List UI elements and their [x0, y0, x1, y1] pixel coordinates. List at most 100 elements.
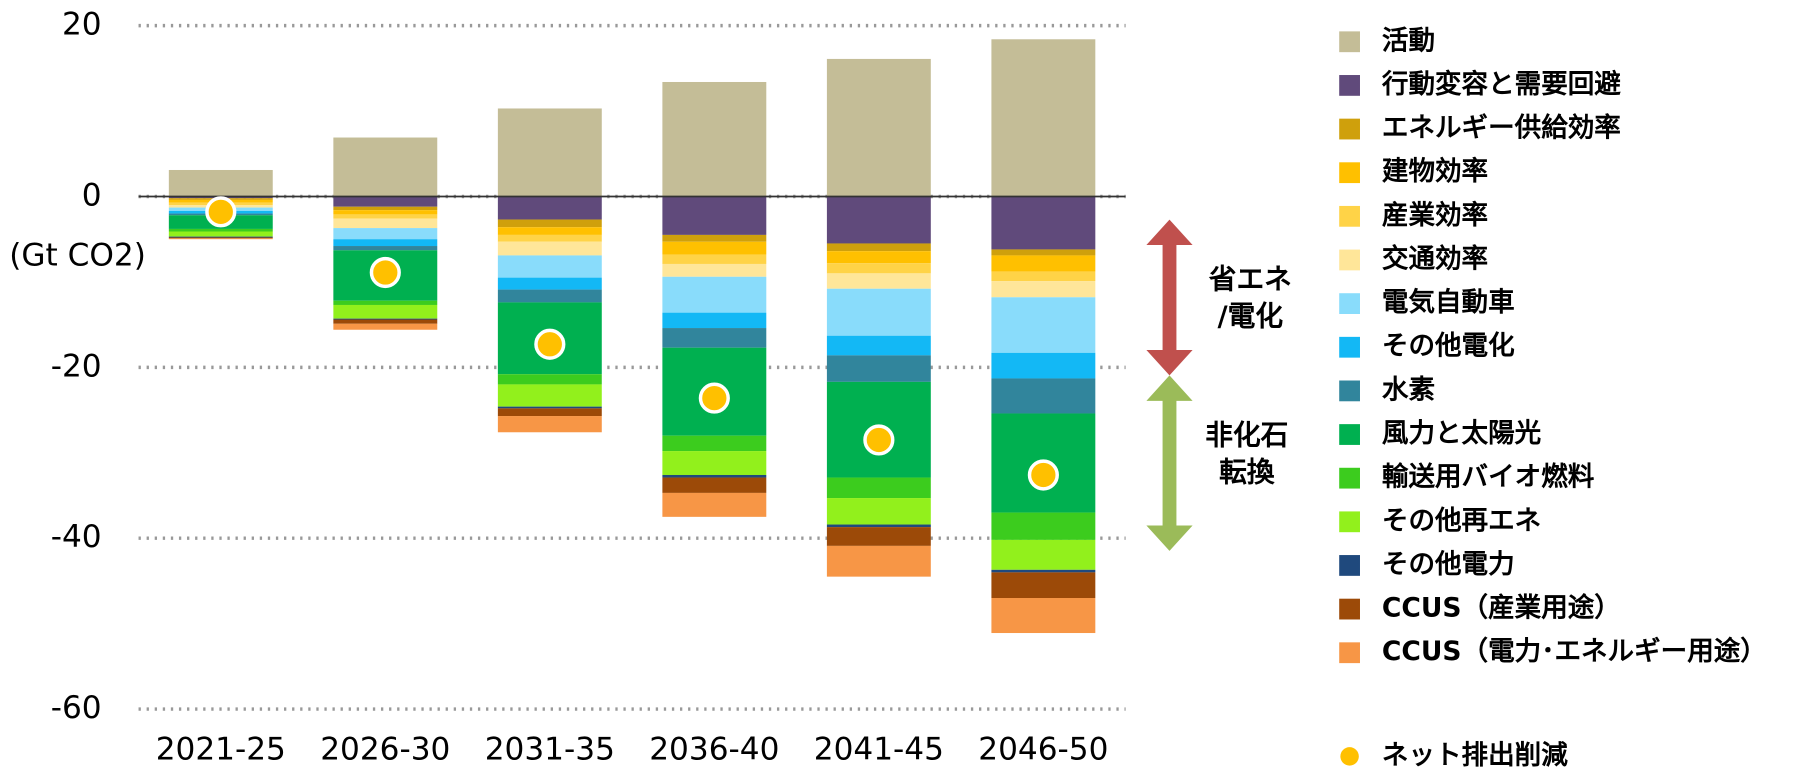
y-tick-label: -20 [51, 348, 102, 384]
bar-segment [497, 406, 602, 409]
bar-segment [497, 374, 602, 385]
legend-label: CCUS（産業用途） [1382, 593, 1621, 624]
bar-segment [168, 237, 273, 239]
bar-segment [168, 231, 273, 237]
bar-segment [168, 169, 273, 197]
bar-segment [991, 255, 1096, 272]
legend-swatch [1339, 249, 1360, 271]
bar-segment [826, 251, 931, 264]
bar-segment [662, 241, 767, 255]
bar-segment [333, 206, 438, 211]
legend-label: その他再エネ [1382, 505, 1541, 536]
bar-segment [168, 238, 273, 240]
bar-segment [662, 234, 767, 242]
net-point [205, 196, 237, 228]
net-point [369, 256, 401, 289]
legend-label: 産業効率 [1382, 200, 1488, 231]
legend-swatch [1339, 467, 1360, 489]
bar-segment [333, 319, 438, 324]
bar-segment [826, 527, 931, 546]
bar-segment [333, 323, 438, 330]
bar-segment [497, 277, 602, 290]
bar-segment [991, 539, 1096, 570]
bar-segment [991, 378, 1096, 414]
legend-swatch [1340, 747, 1359, 766]
bar-segment [662, 81, 767, 197]
legend-swatch [1339, 424, 1360, 445]
legend-label: 水素 [1382, 374, 1435, 405]
bar-segment [497, 219, 602, 228]
arrow-green [1146, 375, 1193, 551]
bar-segment [333, 318, 438, 320]
bar-segment [662, 474, 767, 478]
annotation: 非化石 [1205, 419, 1288, 452]
bar-segment [333, 239, 438, 247]
legend-swatch [1339, 380, 1360, 402]
bar-segment [333, 246, 438, 251]
net-point [534, 328, 566, 360]
legend-swatch [1339, 118, 1360, 140]
legend-label: 建物効率 [1382, 156, 1488, 187]
y-tick-label: -60 [51, 690, 102, 726]
annotation: 転換 [1219, 456, 1275, 489]
bar-segment [333, 228, 438, 240]
bar-segment [333, 210, 438, 215]
bar-segment [497, 408, 602, 417]
bar-segment [497, 416, 602, 433]
legend-label: 風力と太陽光 [1382, 418, 1541, 449]
legend-swatch [1339, 336, 1360, 358]
bar-segment [333, 218, 438, 229]
bar-segment [333, 304, 438, 319]
y-tick-label: 20 [62, 7, 102, 43]
bar-segment [497, 241, 602, 256]
legend-label: その他電力 [1382, 549, 1515, 580]
annotation: 省エネ [1209, 263, 1292, 296]
bar-segment [991, 598, 1096, 634]
bar-segment [991, 297, 1096, 353]
bar-segment [826, 355, 931, 382]
bar-segment [826, 243, 931, 252]
legend-label: 行動変容と需要回避 [1381, 69, 1621, 100]
bar-segment [991, 572, 1096, 599]
legend-label: CCUS（電力･エネルギー用途） [1382, 636, 1767, 667]
y-axis-label: (Gt CO2) [9, 238, 146, 274]
bar-segment [991, 281, 1096, 298]
bar-segment [991, 352, 1096, 379]
bar-segment [497, 289, 602, 303]
x-tick-label: 2041-45 [814, 732, 944, 767]
bar-segment [497, 227, 602, 235]
bar-segment [991, 39, 1096, 197]
bar-segment [333, 137, 438, 197]
legend-swatch [1339, 31, 1360, 53]
bar-segment [991, 271, 1096, 282]
annotation: /電化 [1218, 300, 1284, 333]
bar-segment [497, 108, 602, 197]
x-tick-label: 2031-35 [485, 732, 615, 767]
bar-segment [991, 512, 1096, 540]
bar-segment [168, 228, 273, 232]
legend-swatch [1339, 205, 1360, 227]
x-tick-label: 2046-50 [978, 732, 1108, 767]
bar-segment [662, 254, 767, 264]
x-tick-label: 2036-40 [649, 732, 779, 767]
legend-label: 輸送用バイオ燃料 [1382, 462, 1595, 493]
bar-segment [168, 236, 273, 238]
legend-swatch [1339, 75, 1360, 96]
bar-segment [333, 300, 438, 305]
x-tick-label: 2021-25 [156, 732, 286, 767]
net-point [1027, 459, 1059, 491]
bar-segment [497, 384, 602, 407]
bar-segment [662, 276, 767, 313]
legend-swatch [1339, 598, 1360, 620]
bar-segment [826, 545, 931, 577]
bar-segment [991, 249, 1096, 256]
bar-segment [826, 263, 931, 274]
legend-swatch [1339, 162, 1360, 184]
y-tick-label: -40 [51, 519, 102, 555]
bar-segment [333, 214, 438, 219]
bar-segment [662, 312, 767, 329]
legend-swatch [1339, 555, 1360, 576]
bar-segment [662, 451, 767, 475]
net-point [698, 382, 730, 414]
